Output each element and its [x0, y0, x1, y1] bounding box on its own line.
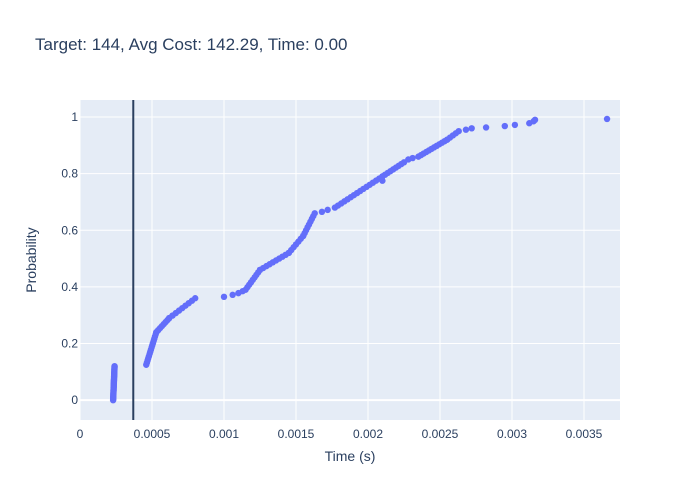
grid-lines	[79, 100, 620, 420]
data-point	[220, 293, 228, 301]
y-tick-labels: 0 0.2 0.4 0.6 0.8 1	[61, 110, 78, 407]
x-tick-label: 0.003	[497, 427, 527, 441]
y-tick-label: 0.2	[61, 337, 78, 351]
data-point	[239, 287, 246, 295]
y-axis-title: Probability	[23, 227, 39, 292]
data-point	[111, 362, 118, 370]
data-point	[462, 126, 470, 133]
data-point	[379, 177, 386, 184]
y-tick-label: 0.4	[61, 280, 78, 294]
data-point	[531, 116, 539, 124]
data-point	[501, 122, 508, 130]
data-point	[603, 115, 611, 123]
data-point	[324, 206, 331, 214]
plot-area	[80, 100, 620, 420]
data-point	[455, 127, 462, 135]
data-point	[409, 154, 416, 162]
x-tick-label: 0.002	[353, 427, 383, 441]
data-point	[192, 295, 199, 302]
y-tick-label: 0.6	[61, 223, 78, 237]
x-tick-label: 0	[77, 427, 84, 441]
data-point	[229, 291, 236, 299]
x-tick-label: 0.0005	[134, 427, 171, 441]
x-axis-title: Time (s)	[325, 448, 376, 464]
chart-title: Target: 144, Avg Cost: 142.29, Time: 0.0…	[35, 35, 348, 54]
y-tick-label: 0.8	[61, 167, 78, 181]
x-tick-label: 0.0035	[566, 427, 603, 441]
data-point	[468, 125, 475, 132]
data-point	[311, 210, 318, 217]
y-tick-label: 1	[71, 110, 78, 124]
data-point	[318, 208, 326, 216]
x-tick-label: 0.0025	[422, 427, 459, 441]
data-point	[511, 121, 519, 129]
x-tick-label: 0.0015	[278, 427, 315, 441]
data-points	[109, 115, 611, 404]
data-point	[482, 124, 490, 131]
x-tick-label: 0.001	[209, 427, 239, 441]
y-tick-label: 0	[71, 393, 78, 407]
x-tick-labels: 0 0.0005 0.001 0.0015 0.002 0.0025 0.003 0.0035	[77, 427, 603, 441]
